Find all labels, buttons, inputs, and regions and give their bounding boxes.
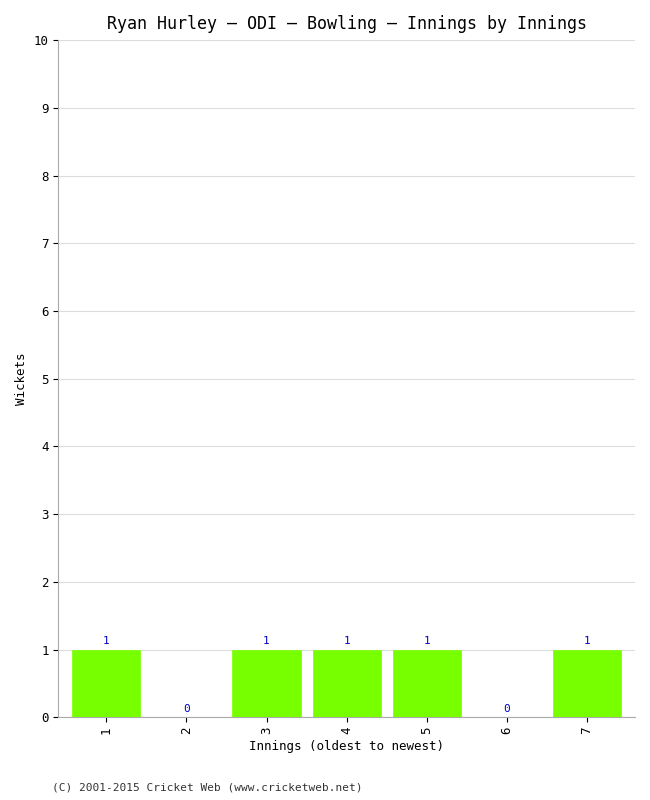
- Text: 1: 1: [423, 636, 430, 646]
- Bar: [553, 650, 621, 718]
- Y-axis label: Wickets: Wickets: [15, 353, 28, 405]
- Text: 1: 1: [103, 636, 110, 646]
- Text: 1: 1: [584, 636, 590, 646]
- Bar: [233, 650, 300, 718]
- Text: 0: 0: [183, 704, 190, 714]
- Text: (C) 2001-2015 Cricket Web (www.cricketweb.net): (C) 2001-2015 Cricket Web (www.cricketwe…: [52, 782, 363, 792]
- Bar: [393, 650, 461, 718]
- Text: 1: 1: [263, 636, 270, 646]
- X-axis label: Innings (oldest to newest): Innings (oldest to newest): [249, 740, 444, 753]
- Bar: [72, 650, 140, 718]
- Title: Ryan Hurley – ODI – Bowling – Innings by Innings: Ryan Hurley – ODI – Bowling – Innings by…: [107, 15, 587, 33]
- Text: 0: 0: [504, 704, 510, 714]
- Bar: [313, 650, 381, 718]
- Text: 1: 1: [343, 636, 350, 646]
